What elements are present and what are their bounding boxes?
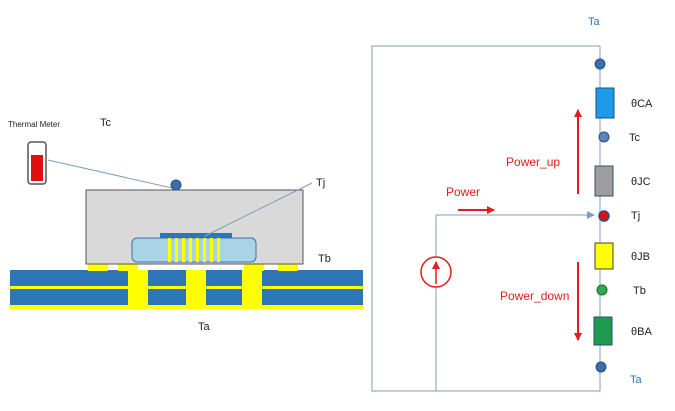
source-wire — [435, 211, 595, 391]
tj-node — [598, 210, 610, 222]
tc-network-label: Tc — [629, 132, 641, 144]
thermal-network: Ta θCA Tc θJC Tj θJB Tb θBA Ta Power Pow… — [371, 16, 653, 392]
tc-point — [170, 179, 182, 191]
theta-ca-resistor — [595, 87, 615, 119]
loop-wire — [371, 45, 600, 392]
die-bond-wires — [168, 238, 220, 262]
thermal-meter-fill — [31, 155, 43, 181]
via — [242, 270, 262, 308]
tb-label: Tb — [318, 253, 331, 265]
tj-label: Tj — [316, 177, 325, 189]
tc-node — [598, 131, 610, 143]
meter-connection-line — [47, 159, 173, 189]
solder-pad — [88, 263, 108, 271]
theta-jb-resistor — [594, 242, 614, 270]
ta-top-node — [594, 58, 606, 70]
tj-pointer-line — [204, 182, 313, 237]
via — [128, 270, 148, 308]
tj-network-label: Tj — [631, 210, 640, 222]
package-cross-section: Thermal Meter Tc — [8, 117, 363, 333]
power-label: Power — [446, 185, 480, 199]
die-top-bar — [160, 233, 232, 239]
theta-ba-resistor — [593, 316, 613, 346]
via — [186, 270, 206, 308]
solder-pad — [278, 263, 298, 271]
theta-jb-label: θJB — [631, 251, 650, 263]
theta-jc-label: θJC — [631, 176, 651, 188]
die — [131, 237, 257, 263]
theta-ba-label: θBA — [631, 326, 652, 338]
power-down-label: Power_down — [500, 289, 569, 303]
ta-top-label: Ta — [588, 16, 601, 28]
tc-label: Tc — [100, 117, 112, 129]
theta-ca-label: θCA — [631, 98, 653, 110]
power-up-label: Power_up — [506, 155, 560, 169]
theta-jc-resistor — [594, 165, 614, 197]
solder-pad — [118, 263, 138, 271]
ta-bottom-node — [595, 361, 607, 373]
solder-pad — [244, 263, 264, 271]
ta-bottom-label: Ta — [630, 374, 643, 386]
thermal-meter-label: Thermal Meter — [8, 120, 60, 129]
tb-node — [596, 284, 608, 296]
ta-label: Ta — [198, 321, 211, 333]
tb-network-label: Tb — [633, 285, 646, 297]
